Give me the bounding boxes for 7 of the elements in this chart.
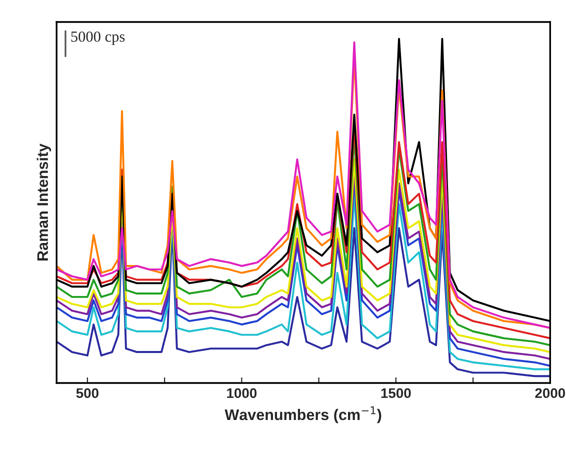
x-tick-label: 500 <box>76 388 98 398</box>
x-tick-label: 2000 <box>535 388 566 398</box>
x-tick-label: 1000 <box>227 388 257 398</box>
x-axis-title: Wavenumbers (cm$^{−1}$) <box>224 406 382 424</box>
y-axis-title: Raman Intensity <box>36 144 52 260</box>
annotation: 5000 cps <box>71 31 125 45</box>
x-tick-label: 1500 <box>381 388 411 398</box>
